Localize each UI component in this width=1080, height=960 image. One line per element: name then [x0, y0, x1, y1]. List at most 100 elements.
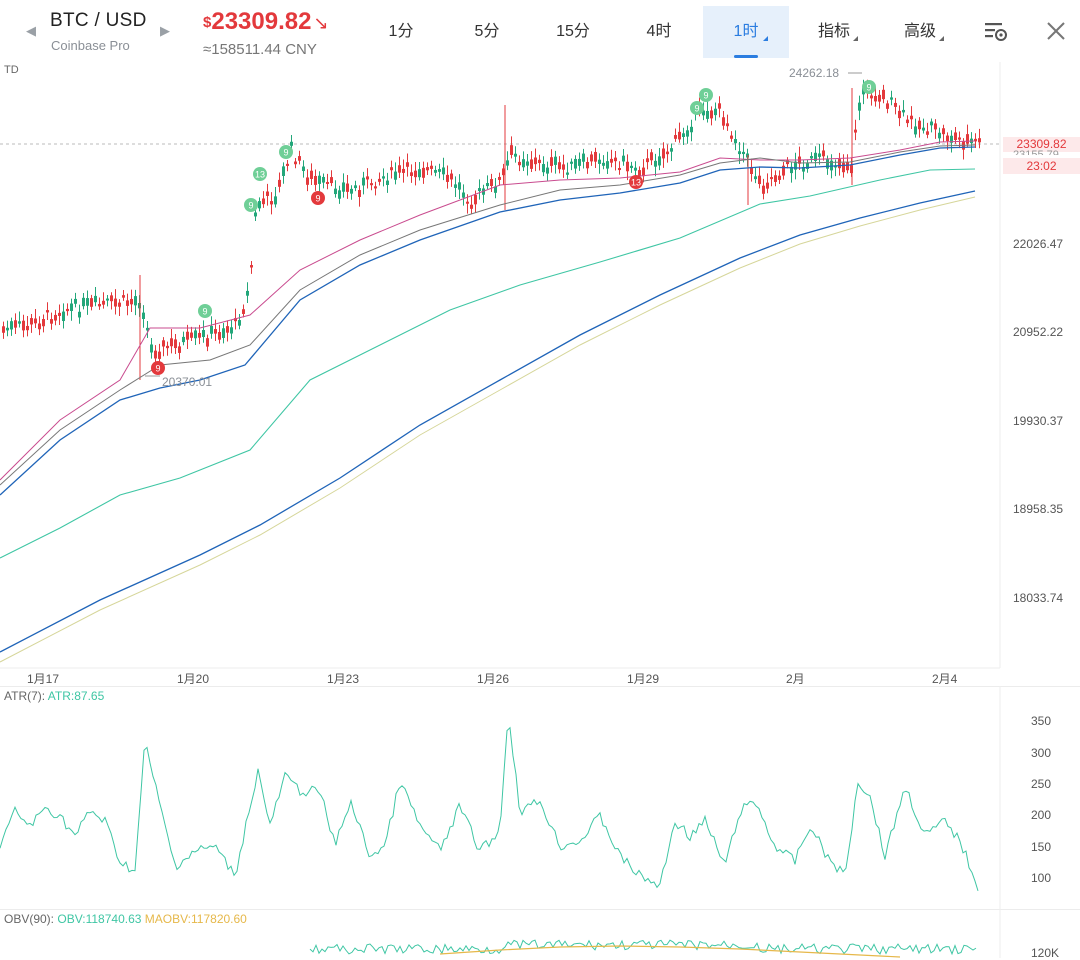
- candle-body: [326, 181, 329, 184]
- candle-body: [98, 303, 101, 307]
- candle-body: [430, 165, 433, 169]
- candle-body: [202, 329, 205, 338]
- candle-body: [630, 165, 633, 169]
- maobv-line: [439, 945, 901, 958]
- candle-body: [606, 161, 609, 169]
- candle-body: [254, 212, 257, 217]
- candle-body: [534, 157, 537, 165]
- high-price-label: 24262.18: [789, 66, 840, 80]
- candle-body: [682, 133, 685, 137]
- ma-line-blue: [0, 146, 976, 496]
- tab-1min[interactable]: 1分: [372, 6, 430, 58]
- candle-body: [114, 298, 117, 307]
- candle-body: [150, 344, 153, 353]
- candle-body: [854, 129, 857, 133]
- td-marker-number: 9: [202, 307, 207, 317]
- tab-label: 4时: [646, 23, 672, 40]
- candle-body: [146, 327, 149, 331]
- tab-1hour[interactable]: 1时: [703, 6, 789, 58]
- tab-label: 15分: [556, 23, 590, 40]
- candle-body: [758, 175, 761, 185]
- x-tick-label: 2月: [786, 672, 805, 686]
- candle-body: [742, 151, 745, 155]
- pane-separator: [0, 686, 1080, 687]
- candle-body: [654, 160, 657, 167]
- atr-pane[interactable]: ATR(7): ATR:87.65 350 300 250 200 150 10…: [0, 686, 1080, 910]
- candle-body: [470, 204, 473, 209]
- countdown-tag: 23:02: [1003, 158, 1080, 174]
- atr-chart-canvas[interactable]: [0, 686, 1080, 910]
- candle-body: [938, 132, 941, 139]
- candle-body: [462, 192, 465, 198]
- candle-body: [978, 138, 981, 143]
- candle-body: [894, 102, 897, 107]
- tab-5min[interactable]: 5分: [458, 6, 516, 58]
- candle-body: [178, 346, 181, 353]
- pair-name[interactable]: BTC / USD: [50, 10, 147, 31]
- candle-body: [778, 175, 781, 180]
- td-marker-badge: [311, 191, 325, 205]
- x-tick-label: 1月26: [477, 672, 510, 686]
- candle-body: [734, 139, 737, 144]
- tab-label: 1时: [733, 23, 759, 40]
- candle-body: [838, 159, 841, 169]
- candle-body: [942, 128, 945, 135]
- candle-body: [706, 110, 709, 119]
- candle-body: [650, 152, 653, 161]
- candle-body: [762, 185, 765, 194]
- candle-body: [950, 135, 953, 143]
- candle-body: [538, 159, 541, 164]
- indicators-menu[interactable]: 指标: [802, 6, 866, 58]
- atr-line: [0, 726, 979, 891]
- candle-body: [382, 176, 385, 179]
- close-icon[interactable]: [1043, 18, 1069, 44]
- dropdown-corner-icon: [763, 36, 768, 41]
- price-chart-pane[interactable]: 9 13 9 9 9 9 13 9 9 9 TD 24262.18 20370.01 23309.…: [0, 0, 1080, 690]
- td-marker-badge: [699, 88, 713, 102]
- ma-line-teal: [0, 168, 976, 559]
- candle-body: [486, 183, 489, 187]
- atr-y-tick: 200: [1031, 808, 1052, 822]
- candle-body: [290, 141, 293, 146]
- candle-body: [278, 179, 281, 187]
- candle-body: [390, 167, 393, 171]
- obv-pane[interactable]: OBV(90): OBV:118740.63 MAOBV:117820.60 1…: [0, 909, 1080, 960]
- candle-body: [810, 156, 813, 159]
- candle-body: [434, 169, 437, 173]
- td-marker-badge: [629, 175, 643, 189]
- candle-body: [366, 176, 369, 180]
- candle-body: [522, 159, 525, 168]
- atr-name: ATR(7):: [4, 689, 46, 703]
- candle-body: [454, 184, 457, 188]
- tab-4hour[interactable]: 4时: [630, 6, 688, 58]
- obv-chart-canvas[interactable]: [0, 909, 1080, 958]
- candle-body: [498, 176, 501, 180]
- candle-body: [822, 150, 825, 157]
- candle-body: [118, 302, 121, 307]
- candle-body: [226, 326, 229, 333]
- candle-body: [622, 155, 625, 162]
- td-marker-number: 9: [315, 194, 320, 204]
- candle-body: [394, 171, 397, 180]
- candle-body: [54, 314, 57, 321]
- low-price-label: 20370.01: [162, 375, 213, 389]
- next-pair-icon[interactable]: ▶: [160, 24, 170, 39]
- tab-label: 1分: [388, 23, 414, 40]
- prev-pair-icon[interactable]: ◀: [26, 24, 36, 39]
- atr-value: ATR:87.65: [47, 689, 105, 703]
- tab-15min[interactable]: 15分: [544, 6, 602, 58]
- candle-body: [162, 340, 165, 347]
- candle-body: [794, 161, 797, 170]
- settings-list-icon[interactable]: [983, 18, 1009, 44]
- td-marker-number: 9: [283, 148, 288, 158]
- candle-body: [406, 162, 409, 167]
- candle-body: [802, 166, 805, 172]
- candle-body: [110, 295, 113, 302]
- candle-body: [914, 126, 917, 135]
- candle-body: [26, 325, 29, 331]
- candle-body: [858, 102, 861, 111]
- advanced-menu[interactable]: 高级: [888, 6, 952, 58]
- candle-body: [170, 338, 173, 347]
- candle-body: [638, 170, 641, 176]
